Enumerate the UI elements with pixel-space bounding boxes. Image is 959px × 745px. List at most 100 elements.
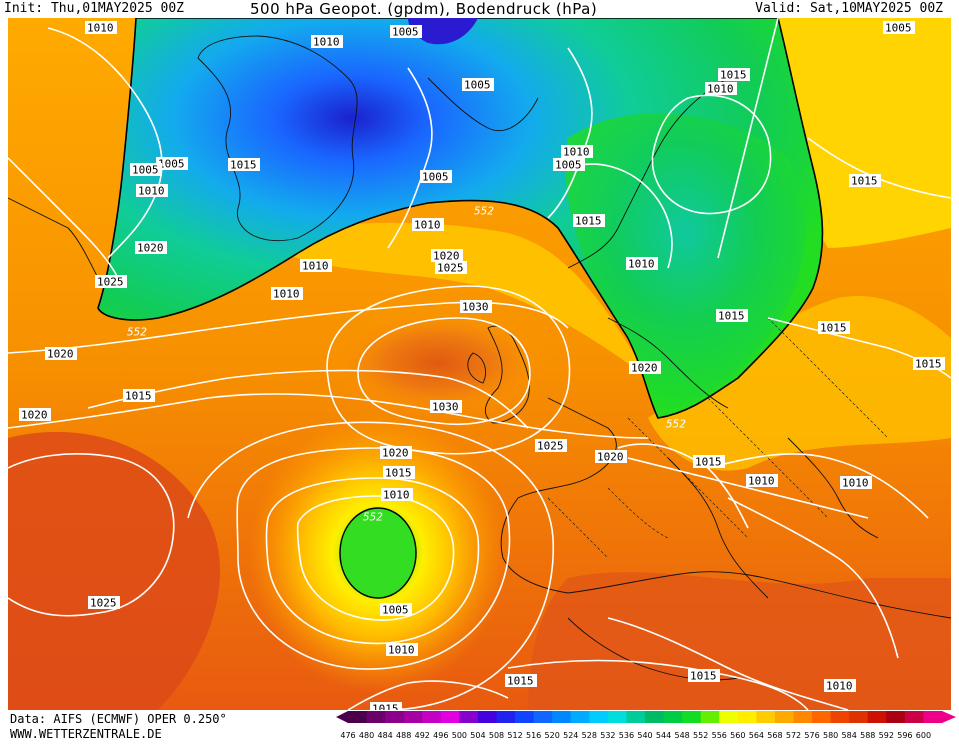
- scale-tick-label: 516: [526, 731, 541, 740]
- isobar-label: 1030: [430, 400, 462, 414]
- svg-text:1015: 1015: [230, 159, 257, 172]
- svg-text:1010: 1010: [388, 644, 415, 657]
- svg-text:1015: 1015: [820, 322, 847, 335]
- svg-text:1010: 1010: [138, 185, 165, 198]
- scale-tick-label: 476: [340, 731, 355, 740]
- warm-southwest-region: [8, 431, 220, 710]
- isobar-label: 1010: [746, 474, 778, 488]
- svg-text:1005: 1005: [132, 164, 159, 177]
- scale-swatch: [645, 711, 665, 723]
- svg-text:1005: 1005: [422, 171, 449, 184]
- scale-swatch: [774, 711, 794, 723]
- scale-tick-label: 520: [545, 731, 560, 740]
- svg-text:1020: 1020: [47, 348, 74, 361]
- scale-tick-label: 488: [396, 731, 411, 740]
- color-scale: 476 480 484 488 492 496 500 504 508 512 516 520 524 5…: [336, 711, 957, 741]
- scale-swatch: [533, 711, 553, 723]
- scale-swatch: [366, 711, 386, 723]
- scale-swatch: [552, 711, 572, 723]
- scale-tick-label: 580: [823, 731, 838, 740]
- scale-tick-label: 508: [489, 731, 504, 740]
- scale-tick-label: 492: [415, 731, 430, 740]
- isobar-label: 1020: [431, 249, 463, 263]
- scale-tick-label: 584: [842, 731, 857, 740]
- isobar-label: 1010: [300, 259, 332, 273]
- svg-text:1010: 1010: [628, 258, 655, 271]
- scale-tick-label: 532: [600, 731, 615, 740]
- scale-swatch: [440, 711, 460, 723]
- scale-tick-label: 560: [730, 731, 745, 740]
- isobar-label: 1005: [553, 158, 585, 172]
- scale-tick-label: 528: [582, 731, 597, 740]
- svg-text:1005: 1005: [392, 26, 419, 39]
- svg-text:1020: 1020: [21, 409, 48, 422]
- scale-tick-label: 552: [693, 731, 708, 740]
- svg-text:1025: 1025: [97, 276, 124, 289]
- scale-swatch: [607, 711, 627, 723]
- scale-tick-label: 500: [452, 731, 467, 740]
- isobar-label: 1015: [688, 669, 720, 683]
- svg-text:552: 552: [363, 511, 383, 524]
- svg-text:552: 552: [127, 326, 147, 339]
- scale-tick-label: 564: [749, 731, 764, 740]
- data-source-label: Data: AIFS (ECMWF) OPER 0.250°: [10, 712, 227, 726]
- isobar-label: 1005: [883, 21, 915, 35]
- svg-text:1020: 1020: [382, 447, 409, 460]
- svg-text:1030: 1030: [432, 401, 459, 414]
- svg-text:1015: 1015: [125, 390, 152, 403]
- scale-tick-label: 512: [507, 731, 522, 740]
- svg-text:552: 552: [666, 418, 686, 431]
- isobar-label: 1010: [381, 488, 413, 502]
- scale-tick-label: 592: [879, 731, 894, 740]
- isobar-label: 1015: [818, 321, 850, 335]
- isobar-label: 1005: [462, 78, 494, 92]
- color-scale-swatches: [336, 711, 956, 723]
- svg-text:1005: 1005: [158, 158, 185, 171]
- yellow-ridge-central-europe: [648, 296, 951, 471]
- map-title: 500 hPa Geopot. (gpdm), Bodendruck (hPa): [250, 0, 598, 18]
- isobar-label: 1015: [716, 309, 748, 323]
- color-scale-labels: 476 480 484 488 492 496 500 504 508 512 516 520 524 5…: [340, 731, 931, 740]
- svg-text:1020: 1020: [631, 362, 658, 375]
- isobar-label: 1020: [45, 347, 77, 361]
- scale-swatch: [793, 711, 813, 723]
- svg-text:1020: 1020: [137, 242, 164, 255]
- scale-swatch: [812, 711, 832, 723]
- isobar-label: 1010: [824, 679, 856, 693]
- svg-text:1025: 1025: [537, 440, 564, 453]
- scale-arrow-high: [942, 711, 956, 723]
- scale-tick-label: 484: [377, 731, 392, 740]
- warm-southeast-region: [528, 572, 951, 710]
- scale-swatch: [403, 711, 423, 723]
- scale-tick-label: 536: [619, 731, 634, 740]
- scale-tick-label: 588: [860, 731, 875, 740]
- scale-swatch: [496, 711, 516, 723]
- isobar-label: 1015: [505, 674, 537, 688]
- scale-tick-label: 568: [767, 731, 782, 740]
- height-contour-label: 552: [666, 418, 686, 431]
- scale-swatch: [663, 711, 683, 723]
- svg-text:1015: 1015: [851, 175, 878, 188]
- svg-text:552: 552: [474, 205, 494, 218]
- svg-text:1015: 1015: [695, 456, 722, 469]
- isobar-label: 1010: [561, 145, 593, 159]
- scale-tick-label: 548: [674, 731, 689, 740]
- scandinavian-trough: [565, 113, 806, 413]
- scale-tick-label: 544: [656, 731, 671, 740]
- scale-tick-label: 480: [359, 731, 374, 740]
- isobar-label: 1015: [123, 389, 155, 403]
- scale-swatch: [385, 711, 405, 723]
- scale-swatch: [477, 711, 497, 723]
- valid-time-label: Valid: Sat,10MAY2025 00Z: [755, 1, 943, 16]
- isobar-label: 1010: [271, 287, 303, 301]
- init-time-label: Init: Thu,01MAY2025 00Z: [4, 1, 185, 16]
- isobar-label: 1015: [849, 174, 881, 188]
- isobar-label: 1020: [629, 361, 661, 375]
- isobar-label: 1020: [135, 241, 167, 255]
- scale-swatch: [756, 711, 776, 723]
- svg-text:1015: 1015: [507, 675, 534, 688]
- scale-swatch: [682, 711, 702, 723]
- isobar-label: 1015: [913, 357, 945, 371]
- svg-text:1015: 1015: [720, 69, 747, 82]
- isobar-label: 1010: [136, 184, 168, 198]
